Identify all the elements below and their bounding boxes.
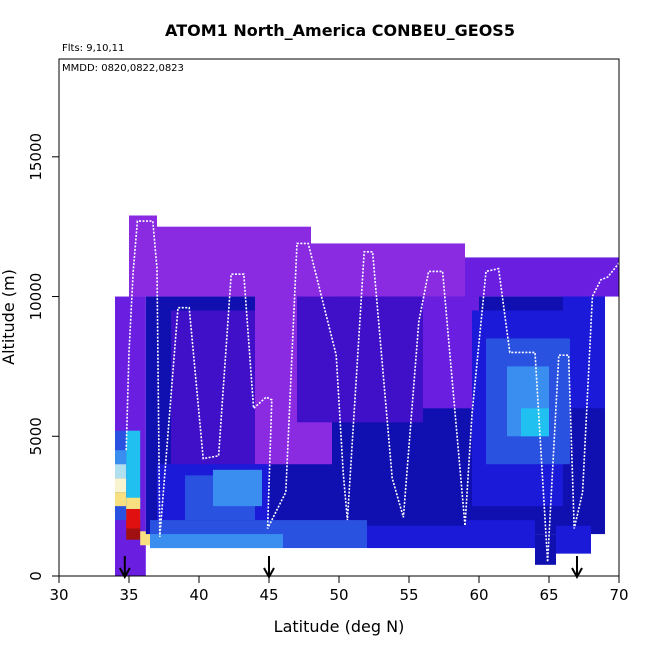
arrow-markers xyxy=(118,556,583,580)
y-axis: 0 5000 10000 15000 xyxy=(27,133,59,581)
heatmap-cell xyxy=(115,450,127,465)
x-axis-label: Latitude (deg N) xyxy=(274,617,405,636)
chart-title: ATOM1 North_America CONBEU_GEOS5 xyxy=(165,21,515,40)
arrow-marker xyxy=(118,556,131,580)
x-tick-label: 70 xyxy=(609,586,628,604)
heatmap-cell xyxy=(115,464,127,479)
heatmap-cell xyxy=(126,497,141,509)
heatmap-cell xyxy=(465,520,535,549)
heatmap-cell xyxy=(115,492,127,507)
y-tick-label: 0 xyxy=(27,571,45,581)
heatmap-cell xyxy=(521,408,549,437)
x-axis: 30 35 40 45 50 55 60 65 70 xyxy=(49,576,629,604)
arrow-marker xyxy=(571,556,583,580)
x-tick-label: 50 xyxy=(329,586,348,604)
heatmap-cell xyxy=(367,525,465,549)
heatmap-cells xyxy=(115,215,619,576)
arrow-marker xyxy=(263,556,275,580)
heatmap-cell xyxy=(465,257,619,297)
y-axis-label: Altitude (m) xyxy=(0,269,18,365)
heatmap-cell xyxy=(535,534,556,565)
x-tick-label: 40 xyxy=(189,586,208,604)
flight-track-line xyxy=(125,220,620,563)
dates-note: MMDD: 0820,0822,0823 xyxy=(62,63,184,74)
x-tick-label: 60 xyxy=(469,586,488,604)
y-tick-label: 5000 xyxy=(27,417,45,455)
x-tick-label: 65 xyxy=(539,586,558,604)
heatmap-cell xyxy=(126,508,141,529)
x-tick-label: 55 xyxy=(399,586,418,604)
heatmap-cell xyxy=(423,296,479,409)
heatmap-cell xyxy=(129,215,157,297)
x-tick-label: 35 xyxy=(119,586,138,604)
flights-note: Flts: 9,10,11 xyxy=(62,43,124,54)
heatmap-cell xyxy=(115,478,127,493)
heatmap-cell xyxy=(311,243,465,297)
y-tick-label: 10000 xyxy=(27,273,45,321)
heatmap-cell xyxy=(171,310,269,479)
heatmap-cell xyxy=(213,469,262,507)
heatmap-cell xyxy=(150,534,283,549)
x-tick-label: 45 xyxy=(259,586,278,604)
heatmap-cell xyxy=(556,525,591,554)
x-tick-label: 30 xyxy=(49,586,68,604)
y-tick-label: 15000 xyxy=(27,133,45,181)
heatmap-cell xyxy=(556,338,570,465)
flight-track-layer xyxy=(125,220,620,563)
